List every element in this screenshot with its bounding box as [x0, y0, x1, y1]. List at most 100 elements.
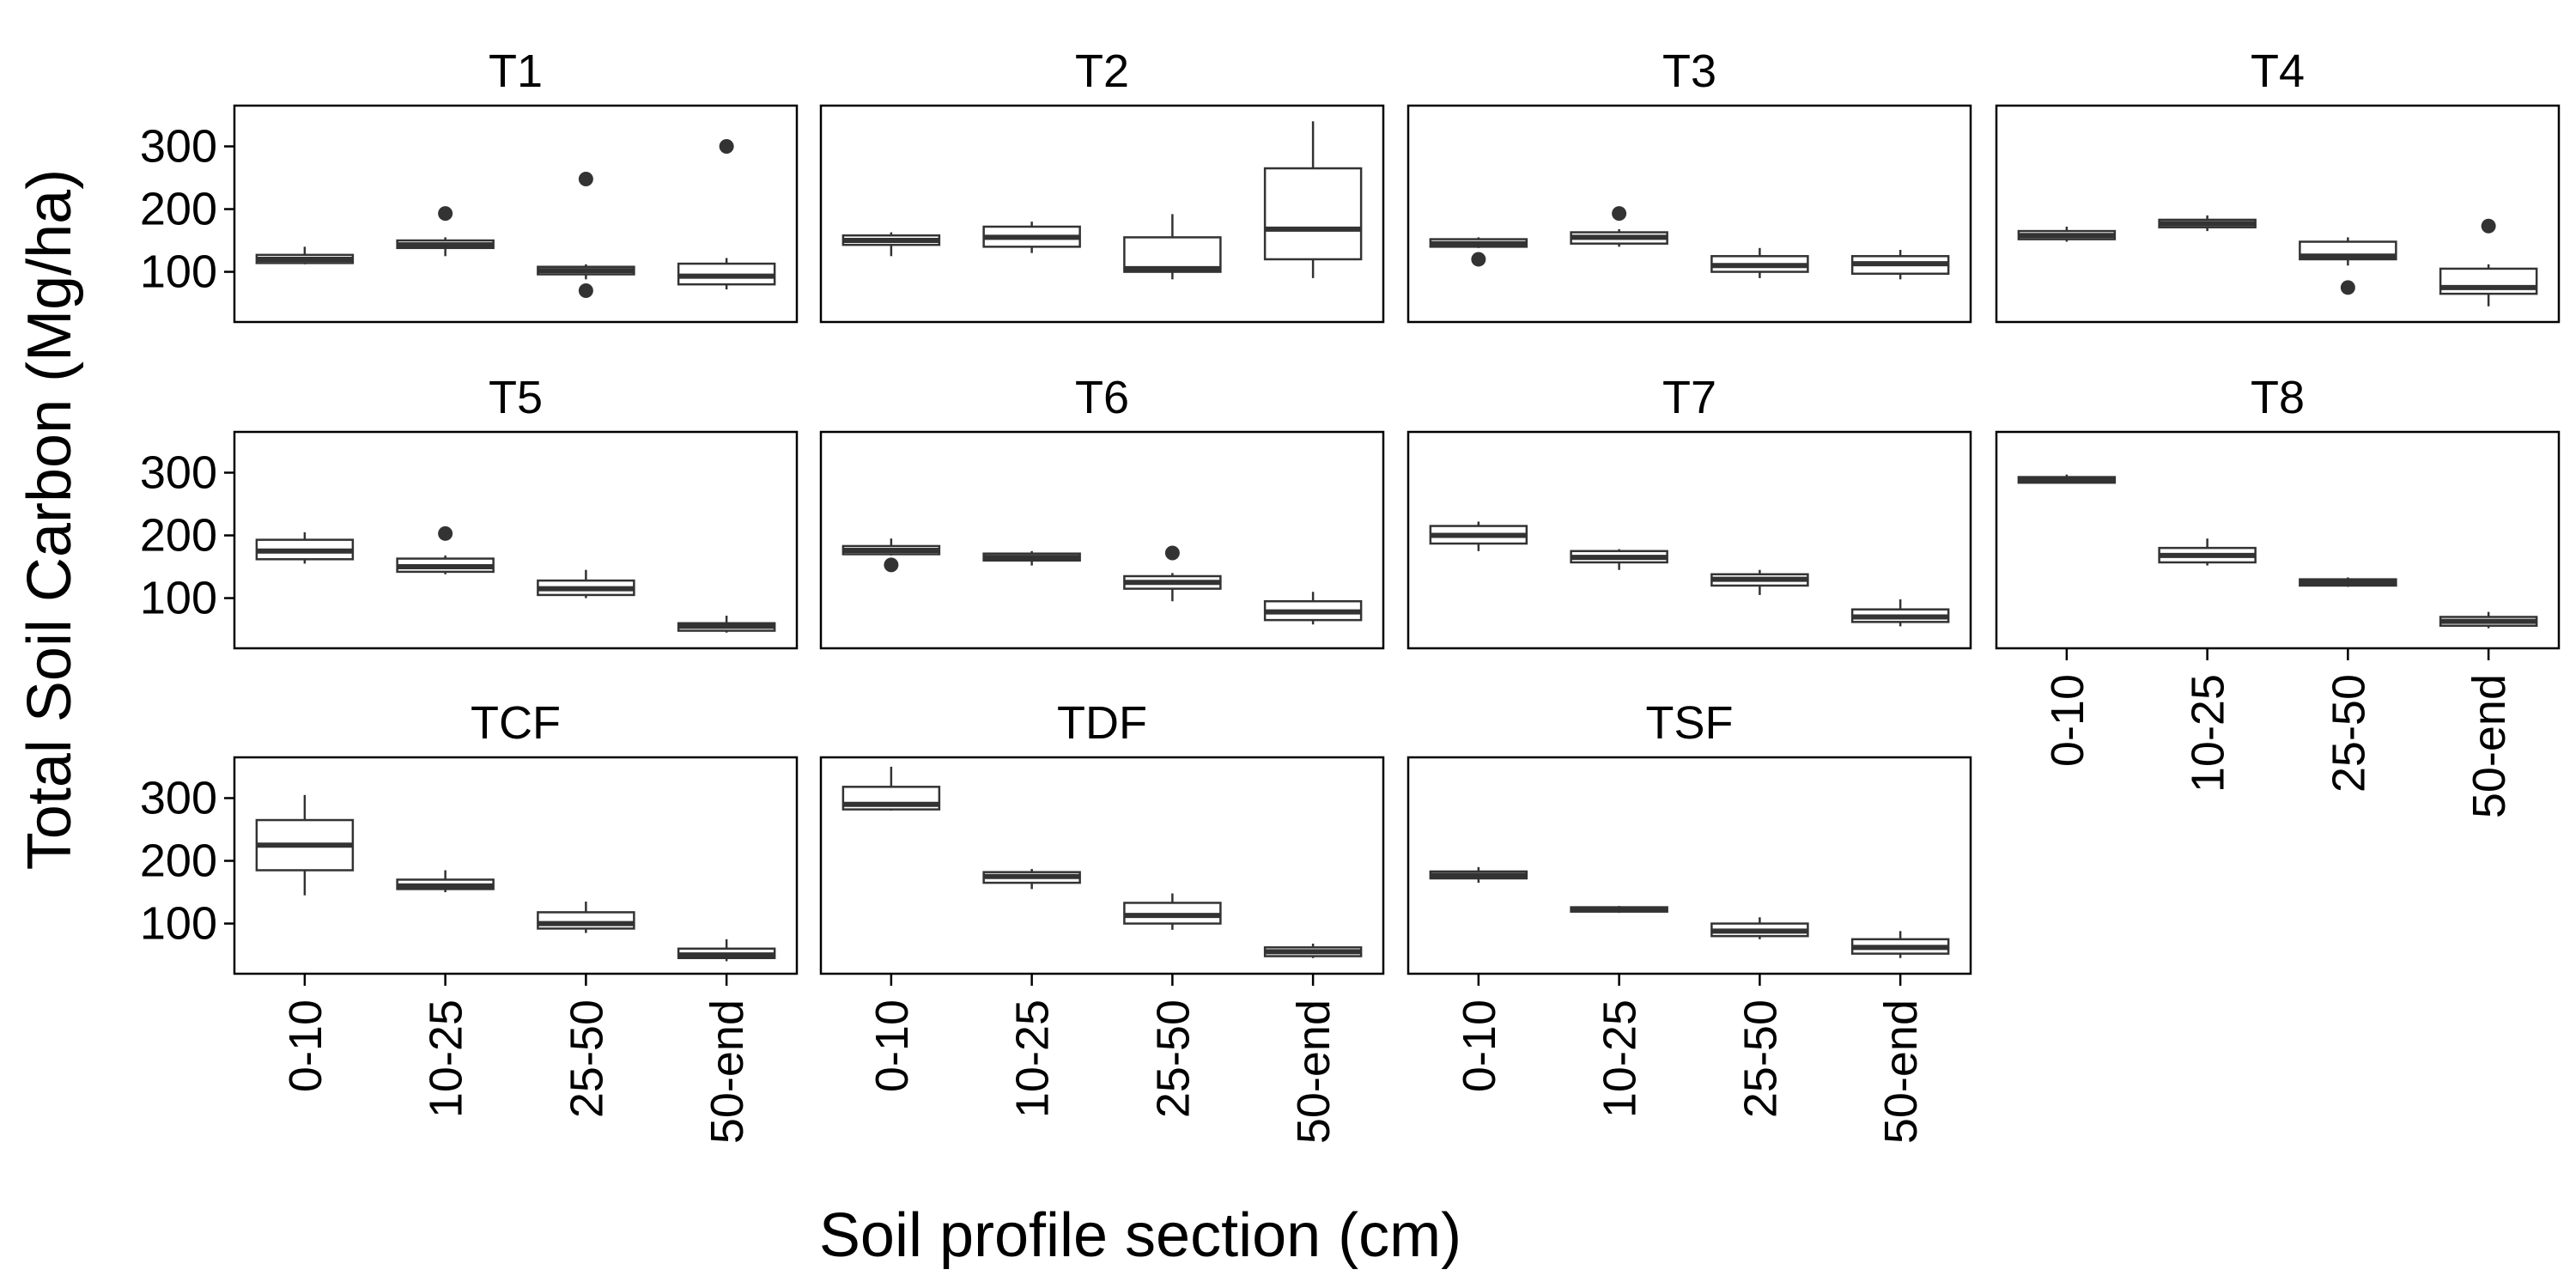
- x-tick-label: 10-25: [1595, 999, 1646, 1118]
- outlier-point: [884, 557, 899, 573]
- facet-title: T8: [2251, 372, 2305, 423]
- box-t5-10-25: [396, 526, 495, 574]
- y-tick-label: 100: [140, 573, 217, 624]
- outlier-point: [1612, 206, 1627, 222]
- panel-tcf: TCF 100 200 300 0-10 10-25 25-50 50-end: [140, 697, 799, 1144]
- box-t3-10-25: [1570, 206, 1668, 247]
- box-tsf-50-end: [1850, 931, 1950, 958]
- box-t5-0-10: [255, 532, 355, 564]
- box-t6-10-25: [982, 550, 1081, 566]
- outlier-point: [578, 283, 593, 298]
- x-tick-label: 10-25: [421, 999, 472, 1118]
- facet-title: T4: [2251, 46, 2305, 97]
- box-t4-0-10: [2017, 226, 2117, 242]
- box-t8-0-10: [2017, 474, 2117, 484]
- outlier-point: [438, 206, 453, 222]
- box-iqr: [1263, 167, 1363, 261]
- x-tick-label: 0-10: [1454, 999, 1505, 1092]
- panel-t8: T8 0-10 10-25 25-50 50-end: [1995, 372, 2561, 818]
- outlier-point: [578, 171, 593, 186]
- panel-frame: [233, 756, 799, 975]
- panel-frame: [233, 430, 799, 650]
- box-t1-50-end: [677, 138, 776, 290]
- box-tsf-25-50: [1710, 917, 1809, 939]
- box-t7-25-50: [1710, 569, 1809, 595]
- box-tdf-25-50: [1123, 893, 1222, 930]
- facet-title: TDF: [1057, 697, 1147, 749]
- panel-frame: [1406, 756, 1972, 975]
- panel-frame: [1995, 430, 2561, 650]
- x-tick-label: 50-end: [1288, 999, 1340, 1144]
- outlier-point: [1164, 545, 1180, 561]
- box-t2-50-end: [1263, 121, 1363, 278]
- box-t3-0-10: [1429, 237, 1528, 267]
- box-t6-0-10: [841, 538, 941, 573]
- box-t7-50-end: [1850, 599, 1950, 627]
- x-axis-title: Soil profile section (cm): [819, 1201, 1461, 1270]
- panel-frame: [1995, 104, 2561, 324]
- y-tick-label: 200: [140, 835, 217, 887]
- box-t3-25-50: [1710, 247, 1809, 278]
- box-tcf-0-10: [255, 794, 355, 896]
- y-tick-label: 300: [140, 120, 217, 172]
- outlier-point: [2340, 280, 2355, 295]
- panel-t5: T5 100 200 300: [140, 372, 799, 650]
- facet-panels: T1 100 200 300 T2 T3 T4 T5 100 200 300 T6 T7 T8 0-10 10…: [140, 46, 2561, 1144]
- box-tcf-25-50: [537, 902, 635, 933]
- x-tick-label: 25-50: [1147, 999, 1199, 1118]
- box-tcf-10-25: [396, 870, 495, 893]
- box-t2-10-25: [982, 222, 1081, 253]
- box-tdf-0-10: [841, 766, 941, 811]
- panel-t1: T1 100 200 300: [140, 46, 799, 324]
- facet-title: T7: [1662, 372, 1716, 423]
- box-t6-50-end: [1263, 592, 1363, 625]
- x-tick-label: 50-end: [702, 999, 753, 1144]
- y-tick-label: 300: [140, 447, 217, 498]
- y-axis-title: Total Soil Carbon (Mg/ha): [15, 169, 84, 870]
- facet-title: T1: [489, 46, 543, 97]
- box-tdf-10-25: [982, 869, 1081, 890]
- x-tick-label: 25-50: [2323, 674, 2374, 793]
- y-tick-label: 100: [140, 898, 217, 950]
- x-tick-label: 10-25: [1007, 999, 1059, 1118]
- panel-t6: T6: [819, 372, 1385, 650]
- y-tick-label: 300: [140, 772, 217, 823]
- box-tdf-50-end: [1263, 943, 1363, 958]
- box-t5-25-50: [537, 569, 635, 598]
- panel-frame: [233, 104, 799, 324]
- x-tick-label: 0-10: [866, 999, 918, 1092]
- box-t8-25-50: [2299, 577, 2397, 587]
- panel-t3: T3: [1406, 46, 1972, 324]
- box-tsf-0-10: [1429, 866, 1528, 884]
- y-tick-label: 200: [140, 510, 217, 562]
- box-t6-25-50: [1123, 545, 1222, 602]
- x-tick-label: 0-10: [2042, 674, 2093, 767]
- x-tick-label: 50-end: [2464, 674, 2515, 818]
- box-iqr: [1123, 236, 1222, 273]
- facet-title: T5: [489, 372, 543, 423]
- facet-title: T2: [1075, 46, 1129, 97]
- box-t7-10-25: [1570, 549, 1668, 570]
- panel-frame: [819, 756, 1385, 975]
- box-t7-0-10: [1429, 521, 1528, 551]
- panel-tdf: TDF 0-10 10-25 25-50 50-end: [819, 697, 1385, 1144]
- box-tsf-10-25: [1570, 906, 1668, 914]
- x-tick-label: 25-50: [561, 999, 612, 1118]
- panel-t2: T2: [819, 46, 1385, 324]
- y-tick-label: 100: [140, 246, 217, 298]
- box-t3-50-end: [1850, 250, 1950, 280]
- box-t4-25-50: [2299, 237, 2397, 295]
- box-t1-10-25: [396, 206, 495, 257]
- x-tick-label: 10-25: [2183, 674, 2234, 793]
- facet-title: T6: [1075, 372, 1129, 423]
- box-t1-0-10: [255, 246, 355, 264]
- box-t4-50-end: [2439, 218, 2538, 307]
- facet-title: TSF: [1646, 697, 1734, 749]
- outlier-point: [438, 526, 453, 541]
- outlier-point: [719, 138, 734, 154]
- box-t8-10-25: [2158, 538, 2257, 566]
- box-t5-50-end: [677, 616, 776, 633]
- box-t2-0-10: [841, 232, 941, 257]
- panel-frame: [819, 430, 1385, 650]
